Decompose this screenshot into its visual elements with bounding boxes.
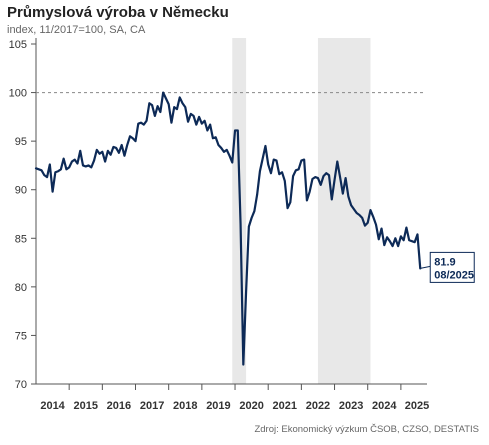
callout-pointer — [420, 265, 431, 269]
chart-subtitle: index, 11/2017=100, SA, CA — [7, 24, 146, 36]
x-tick-label-2021: 2021 — [273, 400, 297, 412]
source-note: Zdroj: Ekonomický výzkum ČSOB, CZSO, DES… — [254, 424, 479, 435]
shaded-period-2 — [317, 38, 371, 384]
x-tick-label-2018: 2018 — [173, 400, 197, 412]
x-tick-label-2019: 2019 — [206, 400, 230, 412]
callout-date: 08/2025 — [434, 269, 474, 281]
y-tick-label-100: 100 — [9, 88, 27, 100]
series-line-1 — [34, 91, 422, 366]
x-tick-label-2022: 2022 — [306, 400, 330, 412]
callout-box — [429, 251, 475, 283]
x-tick-label-2020: 2020 — [239, 400, 263, 412]
y-tick-label-85: 85 — [15, 233, 27, 245]
x-tick-label-2014: 2014 — [40, 400, 65, 412]
y-tick-label-75: 75 — [15, 330, 27, 342]
x-tick-label-2024: 2024 — [372, 400, 397, 412]
y-tick-label-95: 95 — [15, 136, 27, 148]
x-tick-label-2015: 2015 — [74, 400, 98, 412]
y-tick-label-80: 80 — [15, 282, 27, 294]
y-tick-label-105: 105 — [9, 39, 27, 51]
x-tick-label-2017: 2017 — [140, 400, 164, 412]
callout-value: 81.9 — [434, 256, 455, 268]
x-tick-label-2025: 2025 — [405, 400, 429, 412]
y-tick-label-70: 70 — [15, 379, 27, 391]
chart-title: Průmyslová výroba v Německu — [7, 4, 229, 21]
y-tick-label-90: 90 — [15, 185, 27, 197]
x-tick-label-2023: 2023 — [339, 400, 363, 412]
x-tick-label-2016: 2016 — [107, 400, 131, 412]
